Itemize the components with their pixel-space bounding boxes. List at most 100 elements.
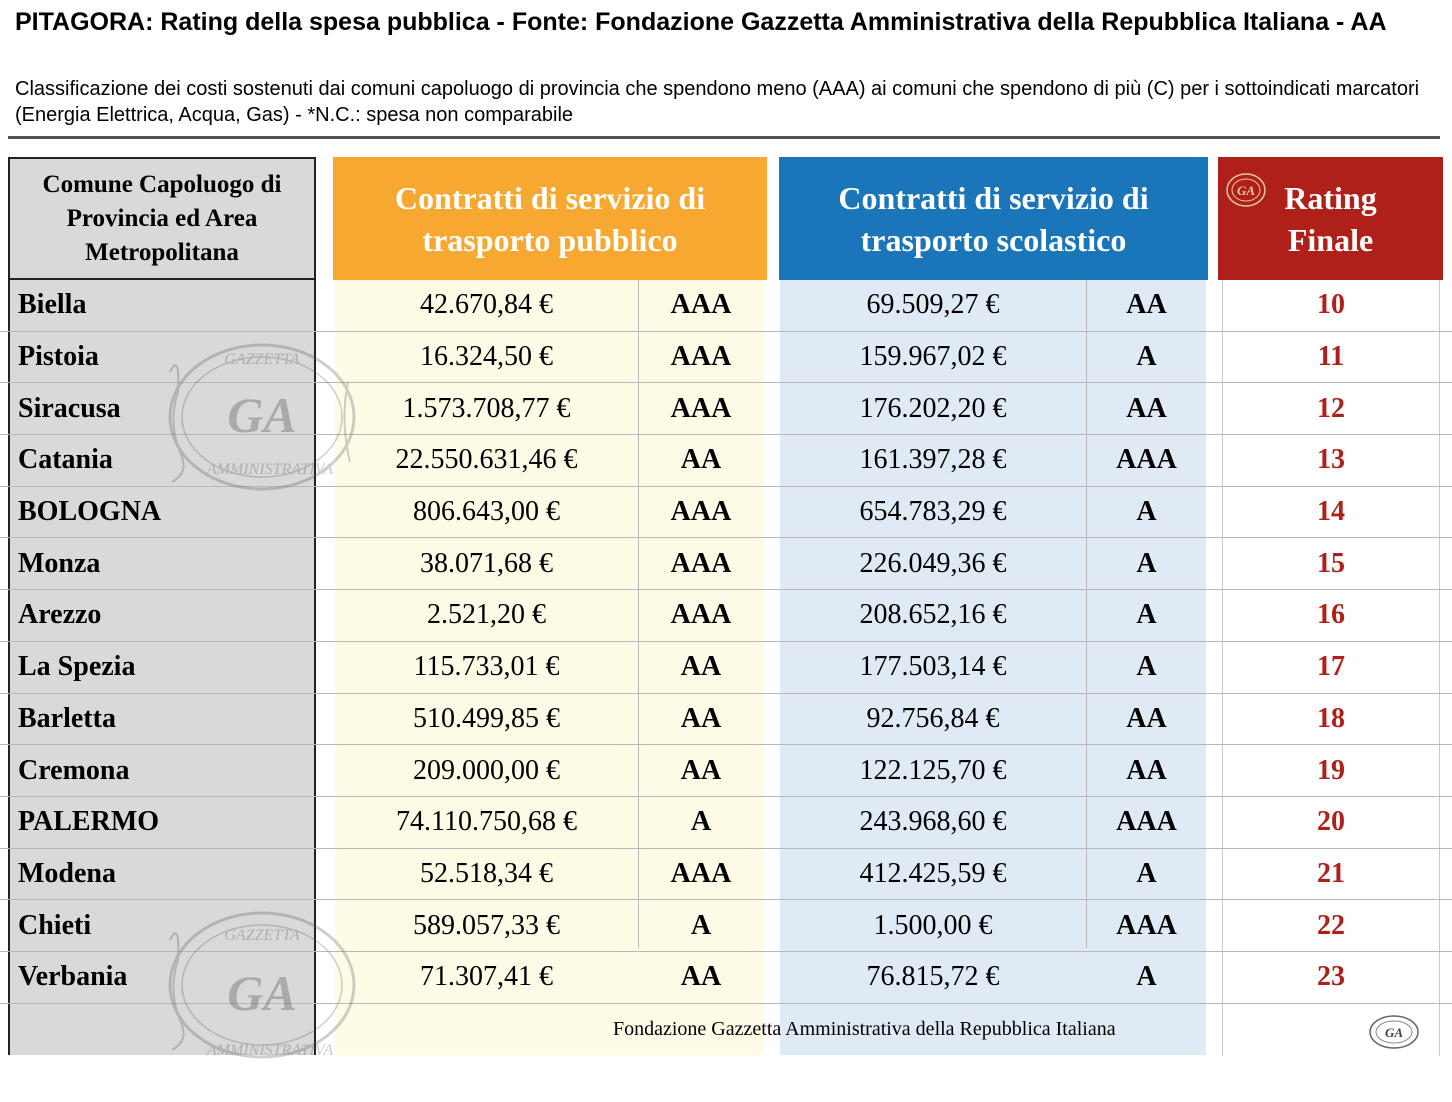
- final-rating: 15: [1317, 547, 1345, 579]
- school-transport-rating: AA: [1126, 702, 1167, 734]
- table-row: Monza 38.071,68 € AAA 226.049,36 € A 15: [0, 538, 1452, 591]
- final-rating: 17: [1317, 651, 1345, 683]
- public-transport-value: 1.573.708,77 €: [402, 392, 571, 424]
- public-transport-value: 115.733,01 €: [413, 651, 560, 683]
- school-transport-rating: AAA: [1116, 909, 1177, 941]
- table-row: Catania 22.550.631,46 € AA 161.397,28 € AAA 1…: [0, 435, 1452, 487]
- svg-text:GAZZETTA: GAZZETTA: [224, 351, 300, 368]
- final-rating: 16: [1317, 599, 1345, 631]
- school-transport-value: 176.202,20 €: [859, 392, 1007, 424]
- watermark-stamp-icon: GAZZETTA GA AMMINISTRATIVA: [150, 332, 360, 507]
- school-transport-rating: A: [1136, 547, 1157, 579]
- city-cell: Pistoia: [18, 341, 99, 373]
- school-transport-rating: AA: [1126, 754, 1167, 786]
- table-row: Verbania 71.307,41 € AA 76.815,72 € A 23: [0, 952, 1452, 1004]
- svg-text:GA: GA: [1385, 1025, 1403, 1040]
- final-rating: 22: [1317, 909, 1345, 941]
- school-transport-rating: AAA: [1116, 444, 1177, 476]
- school-transport-rating: A: [1136, 496, 1157, 528]
- public-transport-value: 16.324,50 €: [420, 341, 553, 373]
- table-row: BOLOGNA 806.643,00 € AAA 654.783,29 € A 14: [0, 487, 1452, 539]
- public-transport-value: 2.521,20 €: [427, 599, 546, 631]
- city-cell: Cremona: [18, 754, 130, 786]
- footer-logo-icon: GA: [1366, 1012, 1422, 1057]
- header-city-label: Comune Capoluogo di Provincia ed Area Me…: [42, 170, 282, 266]
- public-transport-rating: AAA: [670, 599, 732, 631]
- header-rating: Rating Finale: [1218, 157, 1443, 280]
- city-cell: Modena: [18, 857, 116, 889]
- city-cell: BOLOGNA: [18, 496, 162, 528]
- table-row: Pistoia 16.324,50 € AAA 159.967,02 € A 11: [0, 332, 1452, 384]
- school-transport-rating: A: [1136, 961, 1157, 993]
- public-transport-column-bg: [335, 280, 763, 1055]
- final-rating: 23: [1317, 961, 1345, 993]
- svg-text:AMMINISTRATIVA: AMMINISTRATIVA: [206, 461, 333, 478]
- school-transport-column-bg: [780, 280, 1206, 1055]
- public-transport-value: 510.499,85 €: [413, 702, 560, 734]
- city-cell: Catania: [18, 444, 113, 476]
- public-transport-value: 806.643,00 €: [413, 496, 560, 528]
- header-rating-label: Rating Finale: [1284, 179, 1377, 258]
- city-cell: La Spezia: [18, 651, 136, 683]
- public-transport-rating: AAA: [670, 392, 732, 424]
- public-transport-rating: AAA: [670, 341, 732, 373]
- page-subtitle: Classificazione dei costi sostenuti dai …: [15, 78, 1420, 126]
- svg-text:AMMINISTRATIVA: AMMINISTRATIVA: [206, 1042, 333, 1059]
- school-transport-rating: AA: [1126, 392, 1167, 424]
- city-cell: Chieti: [18, 909, 92, 941]
- public-transport-rating: A: [690, 909, 712, 941]
- footer-source: Fondazione Gazzetta Amministrativa della…: [613, 1018, 1116, 1040]
- table-row: Cremona 209.000,00 € AA 122.125,70 € AA 19: [0, 745, 1452, 797]
- final-rating: 20: [1317, 806, 1345, 838]
- school-transport-value: 243.968,60 €: [859, 806, 1007, 838]
- school-transport-value: 92.756,84 €: [866, 702, 1000, 734]
- table-row: La Spezia 115.733,01 € AA 177.503,14 € A 17: [0, 642, 1452, 694]
- final-rating: 21: [1317, 857, 1345, 889]
- svg-text:GAZZETTA: GAZZETTA: [224, 927, 300, 944]
- final-rating: 14: [1317, 496, 1345, 528]
- public-transport-rating: AA: [680, 651, 722, 683]
- city-column-bg: [8, 280, 316, 1055]
- header-public-transport: Contratti di servizio di trasporto pubbl…: [333, 157, 767, 280]
- school-transport-rating: A: [1136, 651, 1157, 683]
- svg-text:GA: GA: [1237, 183, 1255, 198]
- svg-text:GA: GA: [227, 965, 296, 1021]
- school-transport-value: 122.125,70 €: [859, 754, 1007, 786]
- school-transport-rating: A: [1136, 599, 1157, 631]
- city-cell: Arezzo: [18, 599, 102, 631]
- school-transport-rating: AA: [1126, 289, 1167, 321]
- divider: [638, 280, 639, 948]
- school-transport-value: 69.509,27 €: [866, 289, 1000, 321]
- city-cell: PALERMO: [18, 806, 160, 838]
- table-row: Chieti 589.057,33 € A 1.500,00 € AAA 22: [0, 900, 1452, 952]
- school-transport-value: 226.049,36 €: [859, 547, 1007, 579]
- public-transport-value: 22.550.631,46 €: [395, 444, 578, 476]
- page-title: PITAGORA: Rating della spesa pubblica - …: [15, 8, 1387, 36]
- public-transport-rating: AAA: [670, 496, 732, 528]
- table-row: PALERMO 74.110.750,68 € A 243.968,60 € AAA 20: [0, 797, 1452, 849]
- public-transport-rating: A: [690, 806, 712, 838]
- public-transport-value: 209.000,00 €: [413, 754, 560, 786]
- header-public-transport-label: Contratti di servizio di trasporto pubbl…: [394, 179, 706, 258]
- public-transport-value: 74.110.750,68 €: [396, 806, 577, 838]
- school-transport-rating: A: [1136, 341, 1157, 373]
- table-row: Arezzo 2.521,20 € AAA 208.652,16 € A 16: [0, 590, 1452, 642]
- city-cell: Monza: [18, 547, 101, 579]
- city-cell: Biella: [18, 289, 87, 321]
- public-transport-value: 589.057,33 €: [413, 909, 560, 941]
- public-transport-rating: AAA: [670, 857, 732, 889]
- data-table-body: Biella 42.670,84 € AAA 69.509,27 € AA 10 Pisto…: [0, 280, 1452, 1004]
- final-rating: 18: [1317, 702, 1345, 734]
- header-school-transport-label: Contratti di servizio di trasporto scola…: [838, 179, 1149, 258]
- table-row: Modena 52.518,34 € AAA 412.425,59 € A 21: [0, 849, 1452, 901]
- public-transport-rating: AAA: [670, 289, 732, 321]
- title-divider: [8, 136, 1440, 139]
- table-row: Siracusa 1.573.708,77 € AAA 176.202,20 € AA 1…: [0, 383, 1452, 436]
- school-transport-value: 412.425,59 €: [859, 857, 1007, 889]
- final-rating: 12: [1317, 392, 1345, 424]
- school-transport-value: 208.652,16 €: [859, 599, 1007, 631]
- public-transport-value: 52.518,34 €: [420, 857, 553, 889]
- rating-column-bg: [1222, 280, 1440, 1056]
- city-cell: Verbania: [18, 961, 128, 993]
- header-school-transport: Contratti di servizio di trasporto scola…: [779, 157, 1208, 280]
